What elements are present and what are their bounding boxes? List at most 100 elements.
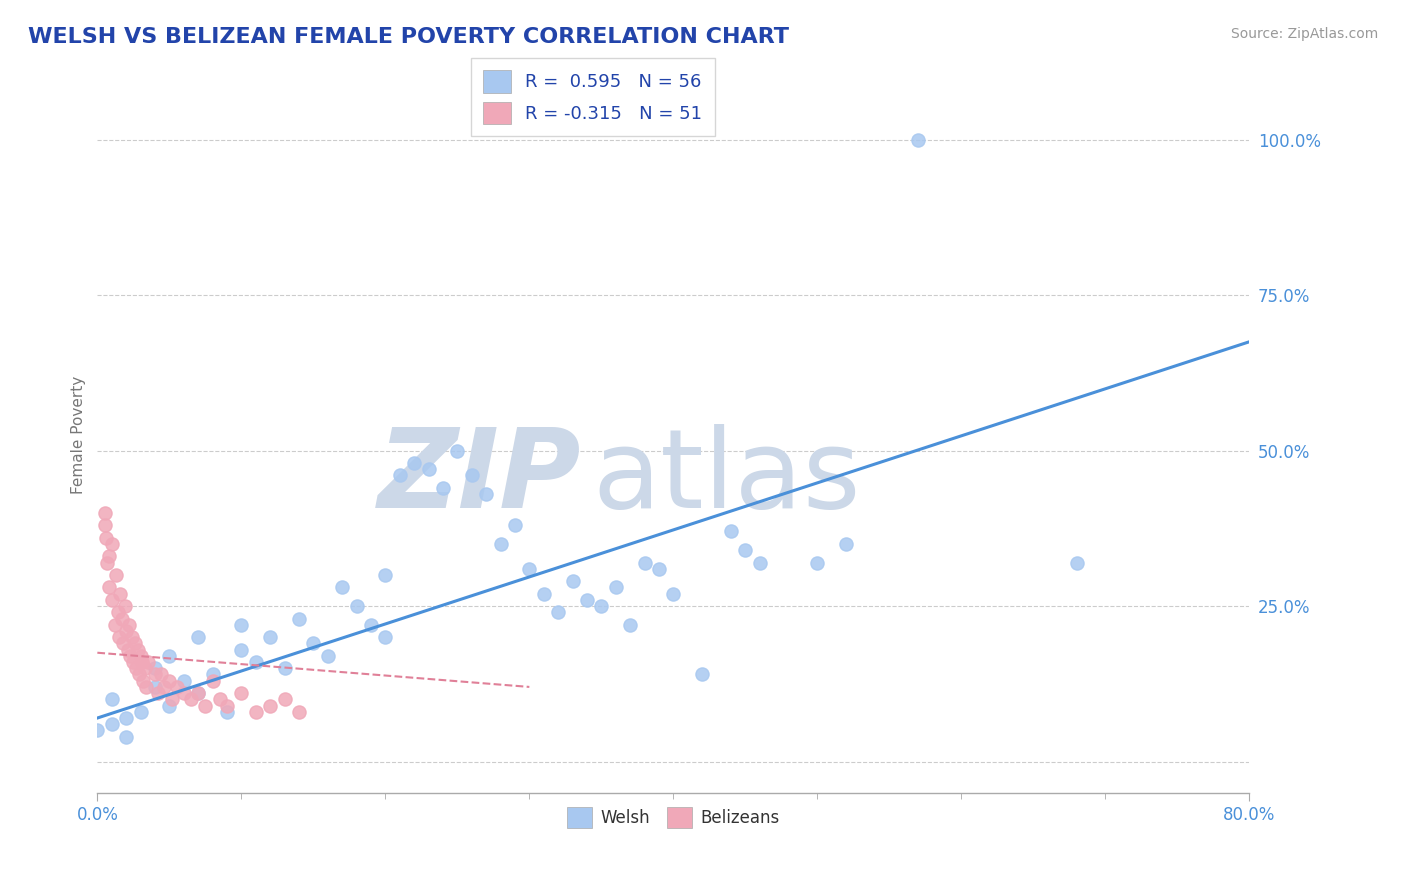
Point	[173, 686, 195, 700]
Point	[748, 556, 770, 570]
Point	[302, 636, 325, 650]
Point	[231, 617, 253, 632]
Point	[215, 705, 238, 719]
Point	[1066, 556, 1088, 570]
Point	[619, 617, 641, 632]
Point	[489, 537, 512, 551]
Point	[201, 673, 224, 688]
Point	[157, 673, 180, 688]
Point	[187, 686, 209, 700]
Point	[131, 655, 153, 669]
Point	[605, 581, 627, 595]
Point	[547, 605, 569, 619]
Point	[143, 661, 166, 675]
Point	[157, 648, 180, 663]
Point	[194, 698, 217, 713]
Point	[97, 581, 120, 595]
Point	[157, 698, 180, 713]
Point	[111, 611, 134, 625]
Point	[517, 562, 540, 576]
Point	[152, 680, 174, 694]
Point	[591, 599, 613, 613]
Point	[461, 468, 484, 483]
Point	[134, 661, 156, 675]
Point	[404, 456, 426, 470]
Point	[135, 680, 157, 694]
Point	[187, 630, 209, 644]
Point	[690, 667, 713, 681]
Point	[86, 723, 108, 738]
Point	[143, 667, 166, 681]
Point	[835, 537, 858, 551]
Point	[100, 717, 122, 731]
Point	[245, 705, 267, 719]
Point	[180, 692, 202, 706]
Point	[806, 556, 828, 570]
Point	[105, 568, 128, 582]
Point	[122, 655, 145, 669]
Point	[93, 518, 115, 533]
Point	[201, 667, 224, 681]
Point	[110, 587, 132, 601]
Point	[346, 599, 368, 613]
Point	[374, 568, 396, 582]
Point	[533, 587, 555, 601]
Point	[418, 462, 440, 476]
Point	[97, 549, 120, 564]
Point	[259, 698, 281, 713]
Point	[136, 655, 159, 669]
Point	[231, 642, 253, 657]
Point	[259, 630, 281, 644]
Y-axis label: Female Poverty: Female Poverty	[72, 376, 86, 494]
Point	[166, 680, 188, 694]
Point	[100, 592, 122, 607]
Point	[146, 686, 169, 700]
Point	[720, 524, 742, 539]
Point	[231, 686, 253, 700]
Text: ZIP: ZIP	[378, 425, 581, 532]
Point	[121, 630, 143, 644]
Point	[208, 692, 231, 706]
Point	[120, 648, 142, 663]
Point	[388, 468, 411, 483]
Point	[115, 624, 138, 638]
Point	[330, 581, 353, 595]
Point	[124, 636, 146, 650]
Point	[374, 630, 396, 644]
Point	[117, 642, 139, 657]
Text: atlas: atlas	[593, 425, 862, 532]
Point	[115, 711, 138, 725]
Point	[118, 617, 141, 632]
Point	[100, 537, 122, 551]
Point	[125, 661, 148, 675]
Point	[316, 648, 339, 663]
Point	[93, 506, 115, 520]
Point	[94, 531, 117, 545]
Point	[173, 673, 195, 688]
Point	[115, 730, 138, 744]
Point	[215, 698, 238, 713]
Point	[288, 611, 311, 625]
Point	[648, 562, 671, 576]
Point	[503, 518, 526, 533]
Point	[129, 648, 152, 663]
Point	[734, 543, 756, 558]
Point	[633, 556, 655, 570]
Point	[273, 692, 295, 706]
Point	[160, 692, 183, 706]
Point	[104, 617, 127, 632]
Point	[662, 587, 685, 601]
Point	[187, 686, 209, 700]
Point	[907, 133, 929, 147]
Legend: Welsh, Belizeans: Welsh, Belizeans	[561, 801, 786, 834]
Point	[128, 667, 150, 681]
Point	[100, 692, 122, 706]
Point	[273, 661, 295, 675]
Point	[107, 605, 129, 619]
Point	[475, 487, 498, 501]
Point	[132, 673, 155, 688]
Text: Source: ZipAtlas.com: Source: ZipAtlas.com	[1230, 27, 1378, 41]
Point	[96, 556, 118, 570]
Point	[288, 705, 311, 719]
Point	[129, 705, 152, 719]
